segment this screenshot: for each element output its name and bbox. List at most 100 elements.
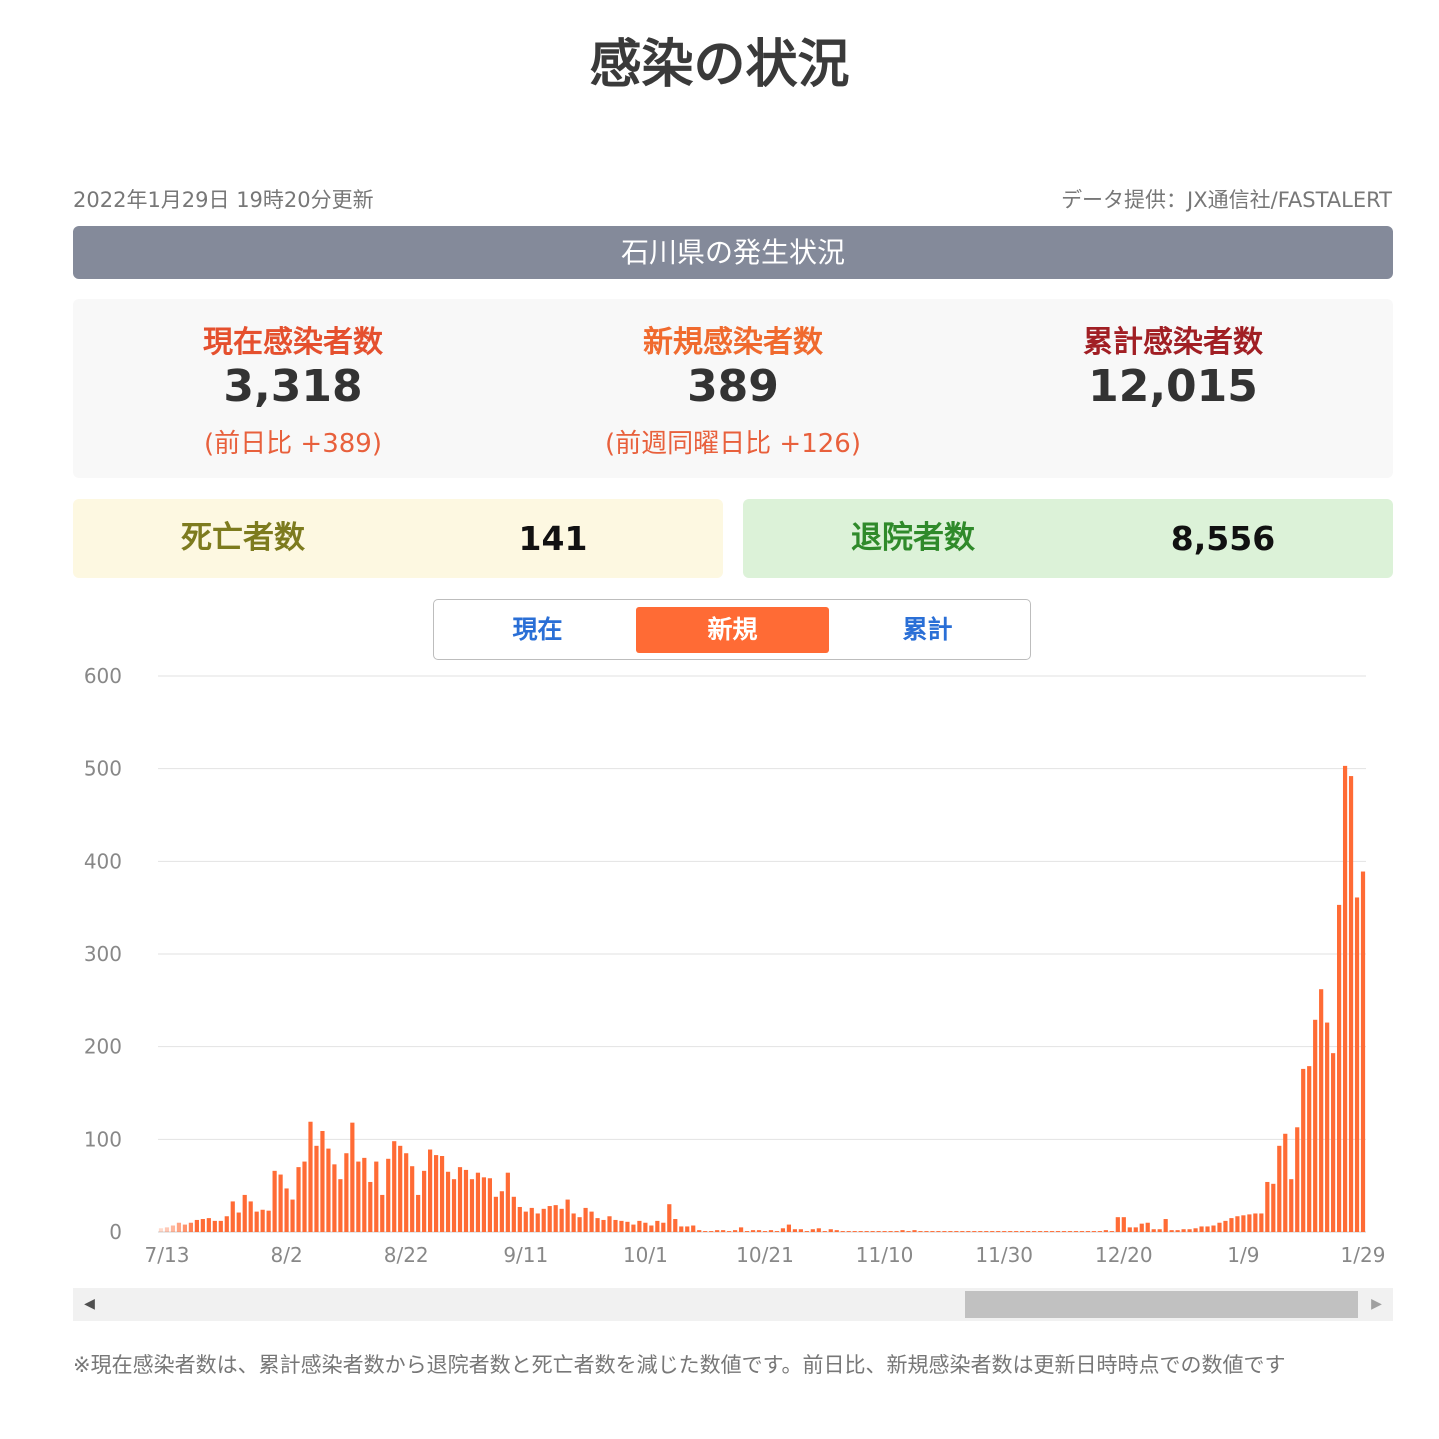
bar <box>918 1231 923 1232</box>
bar <box>1348 776 1354 1232</box>
bar <box>978 1231 983 1232</box>
bar <box>1217 1222 1222 1232</box>
bar <box>1014 1231 1019 1232</box>
bar <box>1295 1127 1300 1232</box>
bar <box>709 1231 714 1232</box>
bar <box>386 1158 391 1232</box>
bar <box>637 1220 642 1232</box>
deaths-value: 141 <box>518 519 588 558</box>
bar <box>1187 1229 1192 1232</box>
bar <box>1097 1231 1102 1232</box>
bar <box>834 1230 839 1232</box>
bar <box>332 1164 337 1232</box>
y-tick-label: 300 <box>84 942 122 966</box>
bar <box>296 1167 301 1232</box>
stat-total-label: 累計感染者数 <box>1083 325 1263 360</box>
bar <box>571 1213 576 1232</box>
bar <box>248 1201 253 1232</box>
tab-current[interactable]: 現在 <box>512 615 563 644</box>
bar <box>457 1167 463 1232</box>
bar <box>876 1231 881 1232</box>
bar <box>583 1207 588 1232</box>
bar <box>547 1206 552 1232</box>
bar <box>1145 1222 1150 1232</box>
bar <box>798 1229 803 1232</box>
bar <box>176 1222 182 1232</box>
bar <box>1008 1231 1013 1232</box>
bar <box>888 1231 893 1232</box>
scrollbar-thumb[interactable] <box>965 1291 1358 1318</box>
bar <box>158 1228 164 1232</box>
recovered-value: 8,556 <box>1170 519 1276 558</box>
scroll-left-arrow-icon[interactable]: ◀ <box>84 1296 95 1312</box>
bar <box>242 1194 247 1232</box>
bar <box>511 1196 516 1232</box>
x-tick-label: 8/22 <box>384 1243 429 1267</box>
bar <box>1277 1145 1282 1232</box>
bar <box>188 1222 193 1232</box>
bar <box>374 1161 379 1232</box>
data-source: データ提供：JX通信社/FASTALERT <box>1061 188 1392 212</box>
bar <box>1049 1231 1055 1232</box>
bar <box>1313 1019 1318 1232</box>
tab-new[interactable]: 新規 <box>636 607 829 653</box>
chart-scrollbar[interactable]: ◀ ▶ <box>73 1288 1393 1321</box>
bar <box>948 1231 953 1232</box>
bar <box>607 1216 612 1232</box>
bar <box>416 1194 421 1232</box>
bar <box>422 1170 427 1232</box>
tab-total[interactable]: 累計 <box>902 615 953 644</box>
bar <box>667 1204 672 1232</box>
x-tick-label: 10/1 <box>623 1243 668 1267</box>
bar <box>804 1231 809 1232</box>
bar <box>1043 1231 1049 1232</box>
recovered-box: 退院者数 8,556 <box>743 499 1393 578</box>
scroll-right-arrow-icon[interactable]: ▶ <box>1371 1296 1382 1312</box>
footnote: ※現在感染者数は、累計感染者数から退院者数と死亡者数を減じた数値です。前日比、新… <box>73 1353 1286 1377</box>
x-tick-label: 9/11 <box>503 1243 548 1267</box>
bar <box>619 1220 624 1232</box>
y-tick-label: 500 <box>84 757 122 781</box>
bar <box>966 1231 971 1232</box>
bar <box>505 1172 510 1232</box>
new-cases-bar-chart: 0 100 200 300 400 500 600 7/13 8/2 8/22 9/11 10/1 10… <box>84 664 1386 1267</box>
bar <box>936 1231 941 1232</box>
bar <box>1055 1231 1061 1232</box>
updated-timestamp: 2022年1月29日 19時20分更新 <box>73 188 374 212</box>
bar <box>206 1218 211 1232</box>
bar <box>828 1229 833 1232</box>
bar <box>1091 1231 1096 1232</box>
bar <box>392 1141 397 1232</box>
bar <box>362 1157 367 1232</box>
bar <box>1205 1226 1210 1232</box>
bar <box>816 1228 821 1232</box>
bar <box>1026 1231 1031 1232</box>
bar <box>1061 1231 1067 1232</box>
bar <box>302 1161 307 1232</box>
bar <box>368 1181 373 1232</box>
bar <box>451 1179 457 1232</box>
deaths-label: 死亡者数 <box>181 520 305 556</box>
bar <box>768 1230 774 1232</box>
bar <box>1115 1217 1120 1232</box>
bar <box>356 1161 361 1232</box>
bar <box>284 1188 289 1232</box>
bar <box>1193 1228 1198 1232</box>
bar <box>272 1170 277 1232</box>
bar <box>230 1201 235 1232</box>
bar <box>1032 1231 1037 1232</box>
y-tick-label: 400 <box>84 849 122 873</box>
bar <box>1325 1022 1330 1232</box>
stat-current-value: 3,318 <box>223 361 363 412</box>
x-tick-label: 7/13 <box>145 1243 190 1267</box>
bar <box>756 1230 762 1232</box>
bar <box>661 1222 666 1232</box>
bar <box>906 1231 911 1232</box>
bar <box>1139 1223 1144 1232</box>
bar <box>984 1231 989 1232</box>
bar <box>691 1225 696 1232</box>
bar <box>1085 1231 1091 1232</box>
x-tick-label: 1/9 <box>1227 1243 1259 1267</box>
bar <box>523 1211 528 1232</box>
bar <box>1342 765 1348 1232</box>
